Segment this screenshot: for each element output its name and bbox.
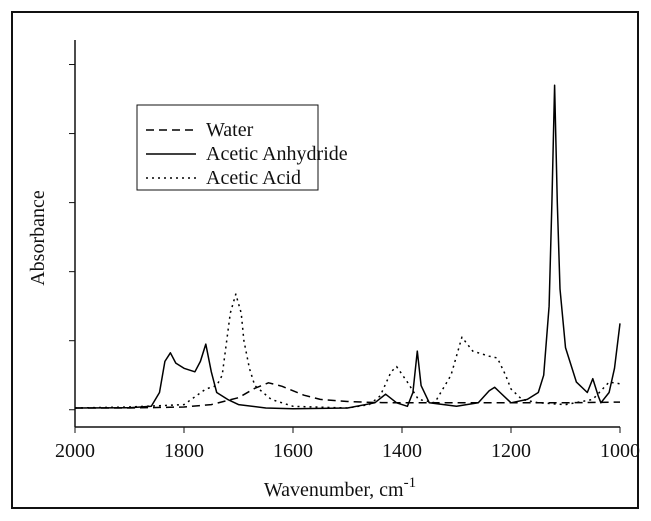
- legend-label: Acetic Anhydride: [206, 143, 348, 165]
- x-tick-label: 1400: [382, 440, 422, 462]
- legend: [136, 104, 319, 191]
- x-tick-label: 1000: [600, 440, 640, 462]
- x-axis-label-sup: -1: [404, 475, 417, 491]
- x-tick-label: 1200: [491, 440, 531, 462]
- x-tick-label: 2000: [55, 440, 95, 462]
- y-axis-label: Absorbance: [27, 190, 49, 286]
- x-axis-label: Wavenumber, cm-1: [264, 475, 416, 501]
- legend-label: Water: [206, 119, 254, 141]
- x-tick-label: 1600: [273, 440, 313, 462]
- frame: [11, 11, 639, 509]
- series-line: [74, 84, 621, 410]
- x-tick-label: 1800: [164, 440, 204, 462]
- series-line: [75, 382, 621, 409]
- x-axis-label-main: Wavenumber, cm: [264, 479, 404, 501]
- legend-label: Acetic Acid: [206, 167, 301, 189]
